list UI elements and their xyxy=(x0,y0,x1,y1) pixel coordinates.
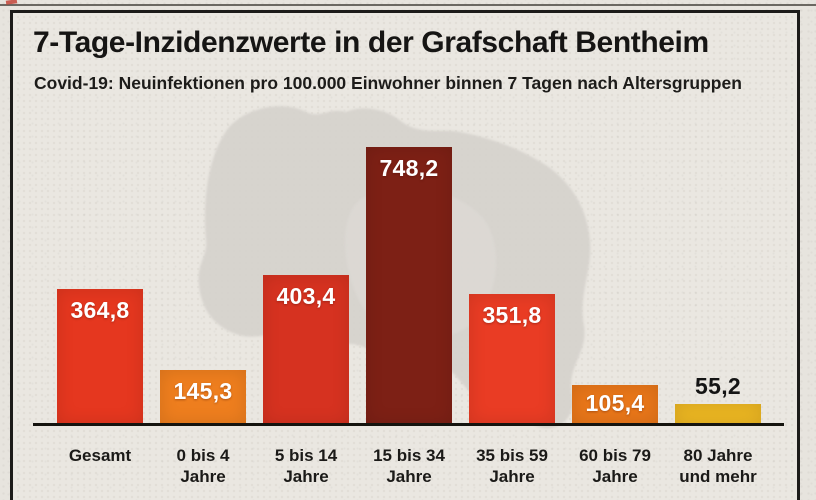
bar-0-bis-4-jahre: 145,3 xyxy=(160,370,246,424)
category-label-line: Jahre xyxy=(283,467,329,486)
category-label-line: 60 bis 79 xyxy=(579,446,651,465)
x-axis-line xyxy=(33,423,784,426)
page-subtitle: Covid-19: Neuinfektionen pro 100.000 Ein… xyxy=(34,73,742,93)
category-label-line: Jahre xyxy=(180,467,226,486)
category-label-line: Jahre xyxy=(386,467,432,486)
page-title: 7-Tage-Inzidenzwerte in der Grafschaft B… xyxy=(33,26,709,59)
bar-15-bis-34-jahre: 748,2 xyxy=(366,147,452,424)
category-label-line: 15 bis 34 xyxy=(373,446,445,465)
category-label-line: Jahre xyxy=(592,467,638,486)
bar-value-label: 55,2 xyxy=(695,373,741,399)
bar-80-jahre-und-mehr: 55,2 xyxy=(675,373,761,424)
category-label-80-jahre-und-mehr: 80 Jahre und mehr xyxy=(666,445,770,487)
category-label-line: 5 bis 14 xyxy=(274,446,338,465)
bar-value-label: 748,2 xyxy=(379,155,439,181)
category-label-5-bis-14-jahre: 5 bis 14 Jahre xyxy=(254,445,358,487)
category-label-line: und mehr xyxy=(679,467,757,486)
category-label-0-bis-4-jahre: 0 bis 4 Jahre xyxy=(151,445,255,487)
bar-35-bis-59-jahre: 351,8 xyxy=(469,294,555,424)
category-label-line: 0 bis 4 xyxy=(176,446,230,465)
category-label-35-bis-59-jahre: 35 bis 59 Jahre xyxy=(460,445,564,487)
category-label-gesamt: Gesamt xyxy=(48,445,152,466)
category-label-line: Jahre xyxy=(489,467,535,486)
bar-value-label: 351,8 xyxy=(482,302,542,328)
newspaper-column-rule xyxy=(0,4,816,6)
bar-60-bis-79-jahre: 105,4 xyxy=(572,385,658,424)
category-label-15-bis-34-jahre: 15 bis 34 Jahre xyxy=(357,445,461,487)
category-label-line: 35 bis 59 xyxy=(476,446,548,465)
bar-value-label: 145,3 xyxy=(173,378,233,404)
bar-gesamt: 364,8 xyxy=(57,289,143,424)
category-label-line: 80 Jahre xyxy=(683,446,753,465)
category-label-line: Gesamt xyxy=(68,446,132,465)
bar-value-label: 105,4 xyxy=(585,390,645,416)
bar-5-bis-14-jahre: 403,4 xyxy=(263,275,349,424)
bar-value-label: 403,4 xyxy=(276,283,336,309)
bar-value-label: 364,8 xyxy=(70,297,130,323)
category-label-60-bis-79-jahre: 60 bis 79 Jahre xyxy=(563,445,667,487)
